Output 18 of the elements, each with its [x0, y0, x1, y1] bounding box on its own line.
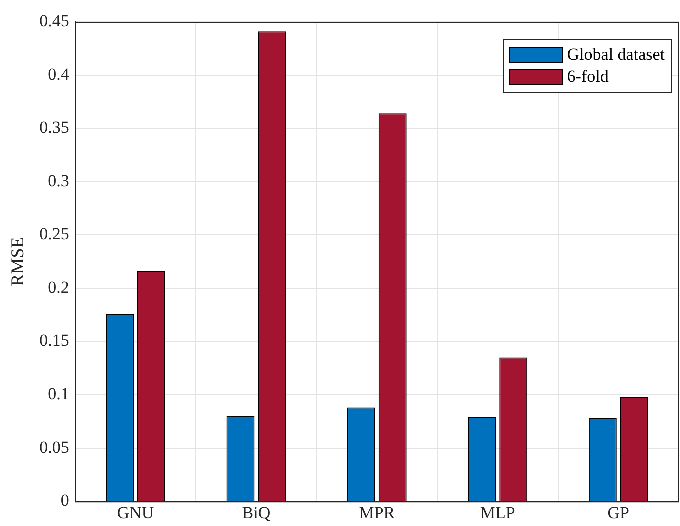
- legend-label: 6-fold: [567, 66, 609, 88]
- y-tick-label: 0: [60, 491, 70, 510]
- y-tick-label: 0.15: [40, 331, 70, 350]
- y-tick-label: 0.4: [48, 64, 70, 84]
- x-tick-label: MPR: [359, 503, 396, 522]
- y-tick-label: 0.35: [40, 118, 70, 138]
- legend-label: Global dataset: [567, 44, 665, 66]
- x-tick-label: GNU: [117, 503, 154, 522]
- y-tick-label: 0.25: [40, 224, 70, 244]
- y-tick-label: 0.05: [40, 438, 70, 457]
- x-tick-label: GP: [608, 503, 630, 522]
- y-axis-title: RMSE: [8, 237, 28, 286]
- x-tick-label: MLP: [480, 503, 516, 522]
- x-tick-label: BiQ: [242, 503, 271, 522]
- y-tick-label: 0.3: [48, 171, 70, 190]
- y-tick-label: 0.45: [40, 11, 70, 30]
- y-tick-label: 0.2: [48, 278, 70, 297]
- y-tick-label: 0.1: [48, 384, 70, 404]
